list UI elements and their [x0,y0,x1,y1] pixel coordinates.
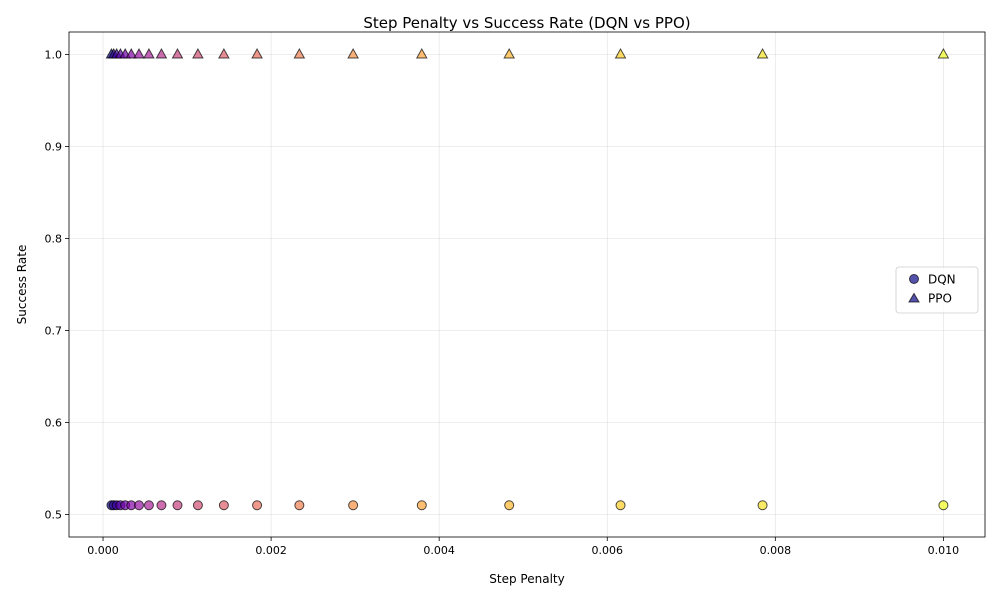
x-ticks: 0.000 0.002 0.004 0.006 0.008 0.010 [87,537,959,557]
dqn-point [252,500,263,511]
legend-ppo-label: PPO [928,292,952,306]
dqn-point [143,500,154,511]
dqn-point [348,500,359,511]
ppo-point [614,48,627,59]
data-points [105,48,950,511]
ppo-point [251,48,263,59]
dqn-point [294,500,305,511]
dqn-point [615,500,626,511]
y-tick-label: 0.8 [45,233,63,246]
x-tick-label: 0.002 [255,544,287,557]
legend-dqn-marker [909,274,919,284]
dqn-point [134,500,145,511]
x-tick-label: 0.008 [760,544,792,557]
ppo-point [125,48,138,59]
ppo-point [347,48,359,59]
x-tick-label: 0.000 [87,544,119,557]
grid [69,32,985,537]
ppo-point [133,48,145,59]
dqn-point [416,500,427,511]
ppo-point [756,48,769,59]
x-tick-label: 0.004 [423,544,455,557]
dqn-point [938,500,949,511]
y-tick-label: 0.5 [45,508,63,521]
y-tick-label: 0.7 [45,324,63,337]
dqn-point [192,500,203,511]
ppo-point [937,48,950,59]
ppo-point [171,48,184,59]
chart-title: Step Penalty vs Success Rate (DQN vs PPO… [363,14,690,32]
ppo-point [155,48,168,59]
x-tick-label: 0.010 [928,544,960,557]
dqn-point [757,500,768,511]
y-tick-label: 0.9 [45,141,63,154]
y-axis-label: Success Rate [15,245,29,325]
legend-dqn-label: DQN [928,273,956,287]
y-ticks: 0.5 0.6 0.7 0.8 0.9 1.0 [45,49,69,521]
y-tick-label: 1.0 [45,49,63,62]
ppo-point [143,48,155,59]
dqn-point [504,500,515,511]
ppo-point [503,48,516,59]
x-tick-label: 0.006 [592,544,624,557]
dqn-point [218,500,229,511]
ppo-point [293,48,306,59]
legend: DQN PPO [895,266,979,314]
plot-frame [68,31,986,538]
ppo-point [218,48,230,59]
ppo-point [192,48,204,59]
dqn-point [156,500,167,511]
ppo-point [415,48,428,59]
dqn-point [172,500,183,511]
y-tick-label: 0.6 [45,416,63,429]
legend-ppo-marker [908,292,920,303]
x-axis-label: Step Penalty [489,572,564,586]
